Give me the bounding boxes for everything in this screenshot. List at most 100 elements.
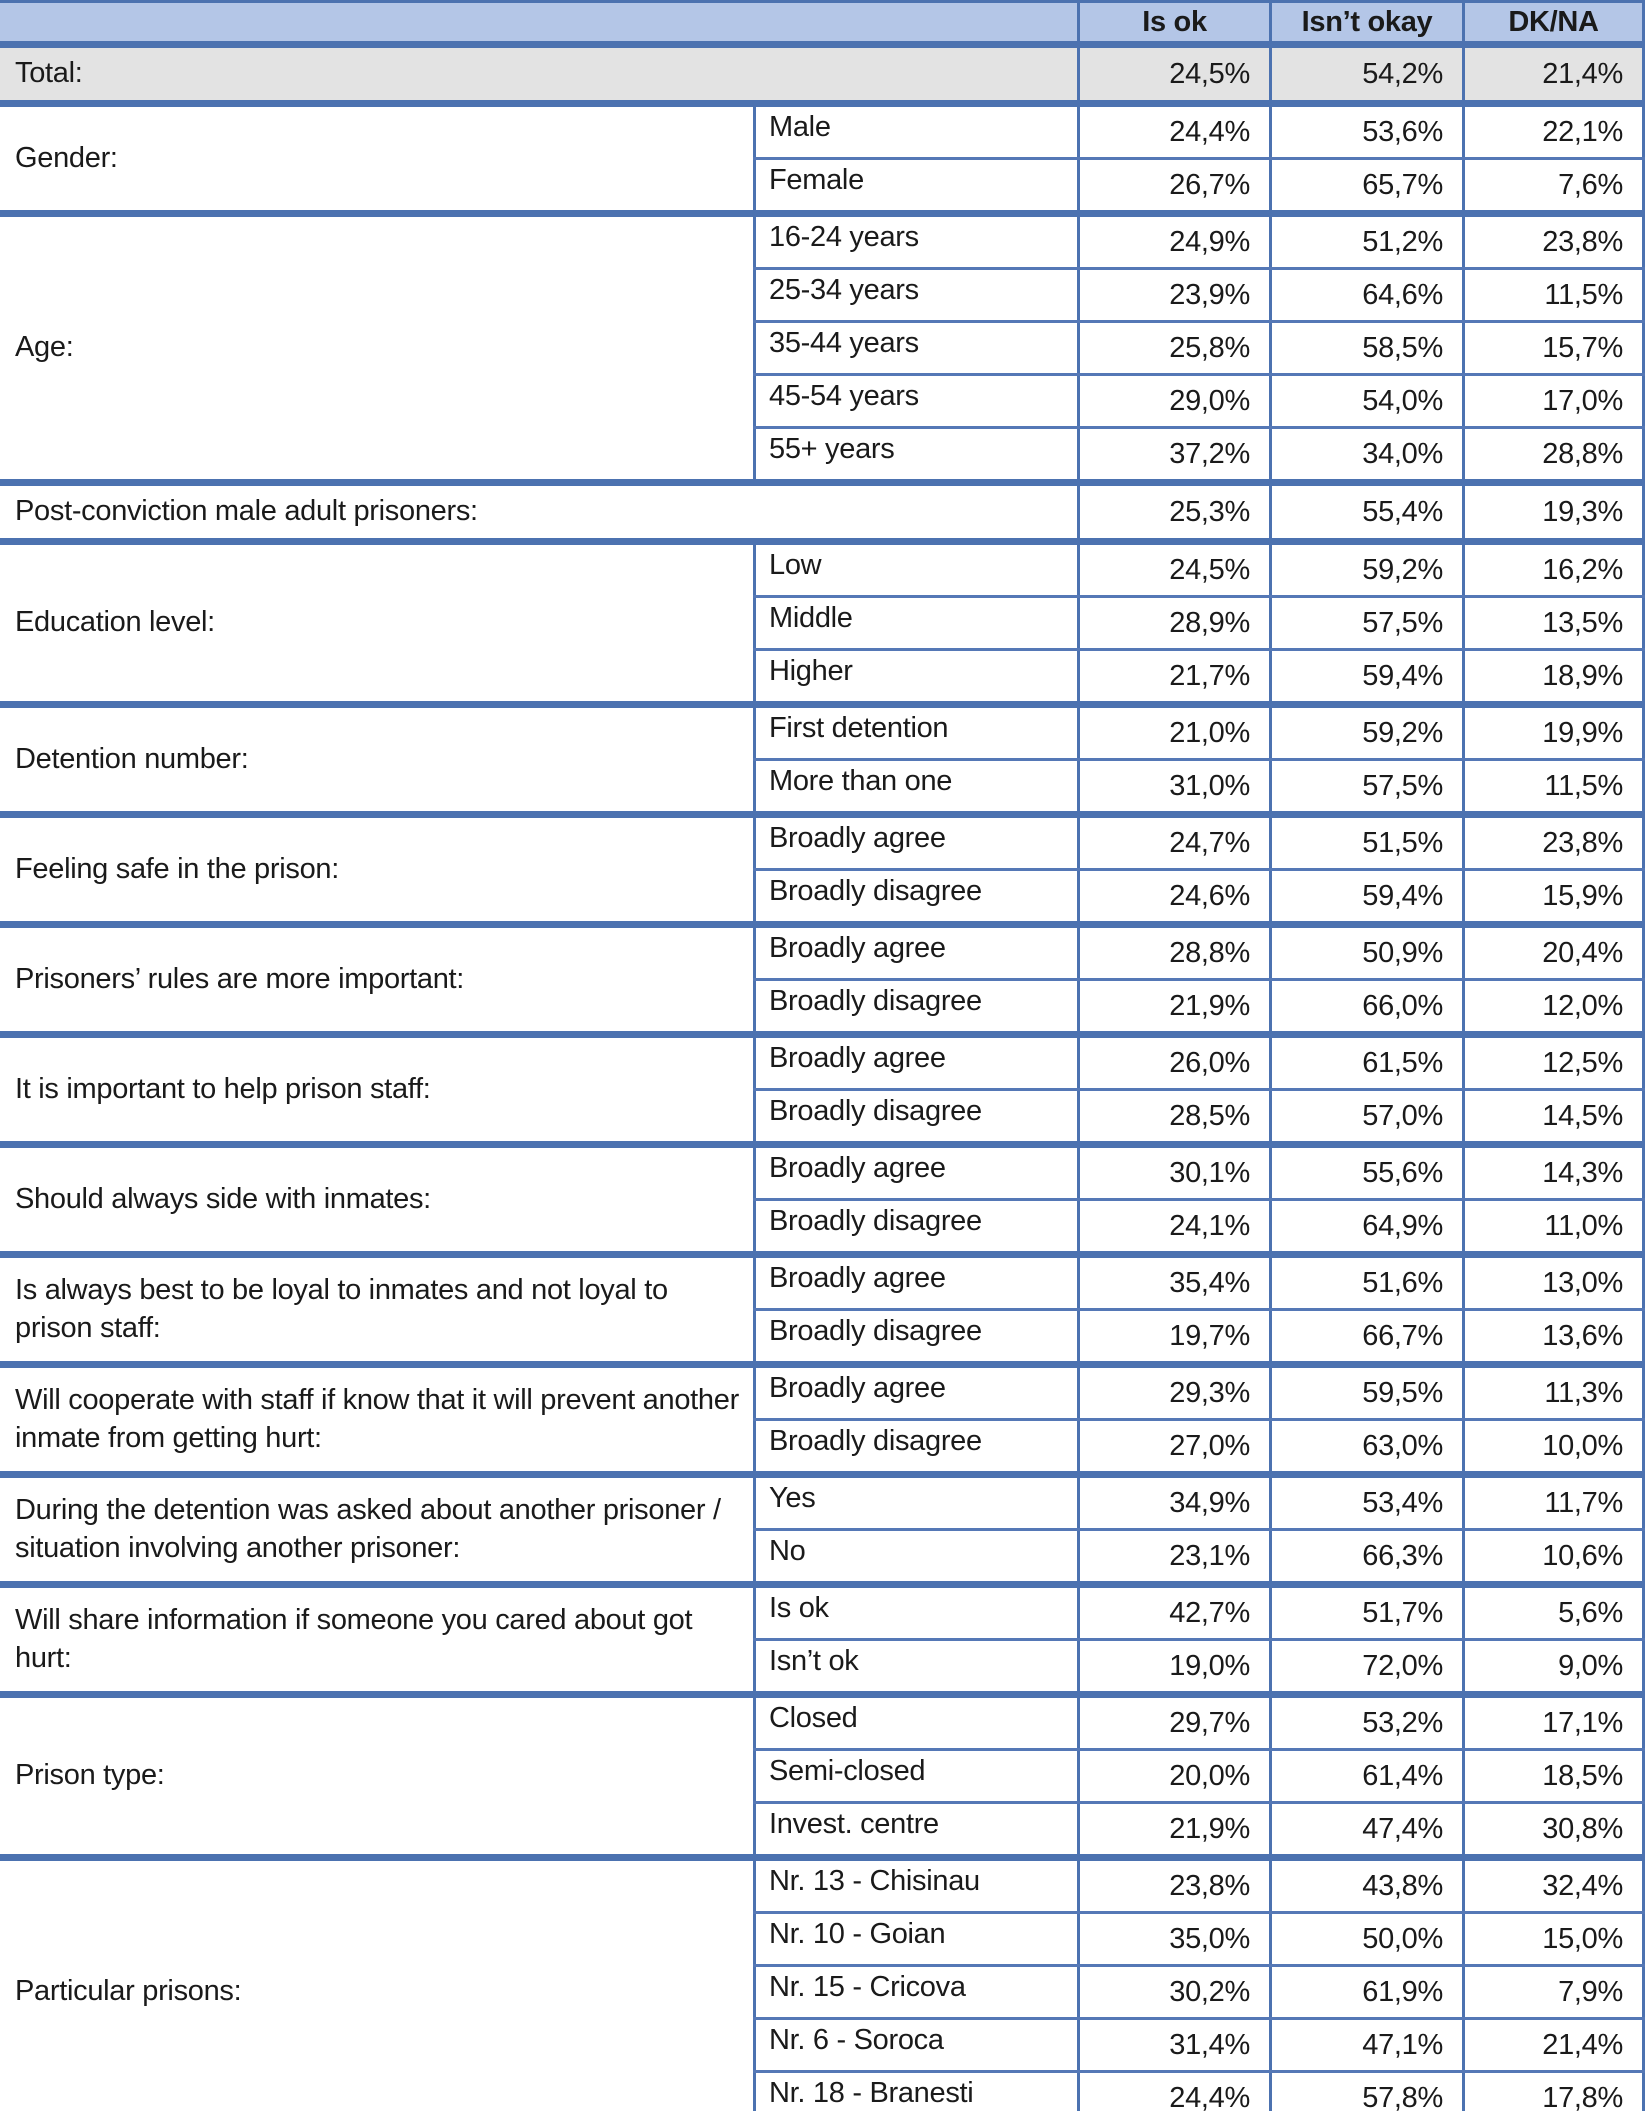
row-sublabel: Broadly agree xyxy=(753,1148,1077,1198)
table-row: Isn’t ok 19,0% 72,0% 9,0% xyxy=(753,1638,1645,1691)
row-sublabel: Broadly disagree xyxy=(753,1311,1077,1361)
value-cell-is-ok: 24,7% xyxy=(1077,818,1269,868)
value-cell-is-ok: 24,1% xyxy=(1077,1201,1269,1251)
table-row: Middle 28,9% 57,5% 13,5% xyxy=(753,595,1645,648)
value-cell-is-ok: 29,3% xyxy=(1077,1368,1269,1418)
value-cell-isnt-okay: 59,5% xyxy=(1269,1368,1462,1418)
group-rows: Broadly agree 24,7% 51,5% 23,8% Broadly disa… xyxy=(753,818,1645,921)
value-cell-isnt-okay: 43,8% xyxy=(1269,1861,1462,1911)
value-cell-dk-na: 11,7% xyxy=(1462,1478,1645,1528)
row-sublabel: More than one xyxy=(753,761,1077,811)
row-sublabel: Broadly agree xyxy=(753,928,1077,978)
table-row: Female 26,7% 65,7% 7,6% xyxy=(753,157,1645,210)
value-cell-dk-na: 28,8% xyxy=(1462,429,1645,479)
value-cell-dk-na: 10,0% xyxy=(1462,1421,1645,1471)
group-label: Prison type: xyxy=(15,1759,165,1792)
value-cell-isnt-okay: 59,2% xyxy=(1269,708,1462,758)
value-cell-isnt-okay: 63,0% xyxy=(1269,1421,1462,1471)
value-cell-isnt-okay: 57,5% xyxy=(1269,761,1462,811)
value-cell-isnt-okay: 66,0% xyxy=(1269,981,1462,1031)
table-row: First detention 21,0% 59,2% 19,9% xyxy=(753,708,1645,758)
value-cell-is-ok: 24,4% xyxy=(1077,107,1269,157)
row-sublabel: Yes xyxy=(753,1478,1077,1528)
value-cell-isnt-okay: 50,0% xyxy=(1269,1914,1462,1964)
row-sublabel: Female xyxy=(753,160,1077,210)
header-col-isnt-okay: Isn’t okay xyxy=(1269,3,1462,41)
table-group: During the detention was asked about ano… xyxy=(0,1478,1645,1581)
table-group: Total: 24,5% 54,2% 21,4% xyxy=(0,48,1645,100)
row-sublabel: Semi-closed xyxy=(753,1751,1077,1801)
table-group: Age: 16-24 years 24,9% 51,2% 23,8% 25-34 year… xyxy=(0,217,1645,479)
group-label: Should always side with inmates: xyxy=(15,1182,431,1215)
value-cell-isnt-okay: 66,3% xyxy=(1269,1531,1462,1581)
value-cell-is-ok: 23,1% xyxy=(1077,1531,1269,1581)
value-cell-isnt-okay: 53,6% xyxy=(1269,107,1462,157)
group-rows: First detention 21,0% 59,2% 19,9% More than … xyxy=(753,708,1645,811)
value-cell-isnt-okay: 50,9% xyxy=(1269,928,1462,978)
row-sublabel: Broadly disagree xyxy=(753,981,1077,1031)
table-group: Education level: Low 24,5% 59,2% 16,2% Middle… xyxy=(0,545,1645,701)
value-cell-dk-na: 23,8% xyxy=(1462,818,1645,868)
value-cell-isnt-okay: 59,4% xyxy=(1269,871,1462,921)
value-cell-isnt-okay: 61,9% xyxy=(1269,1967,1462,2017)
value-cell-dk-na: 13,0% xyxy=(1462,1258,1645,1308)
value-cell-dk-na: 19,9% xyxy=(1462,708,1645,758)
row-sublabel: 45-54 years xyxy=(753,376,1077,426)
group-label: Gender: xyxy=(15,141,118,174)
value-cell-isnt-okay: 55,6% xyxy=(1269,1148,1462,1198)
value-cell-isnt-okay: 54,0% xyxy=(1269,376,1462,426)
table-row: Broadly disagree 21,9% 66,0% 12,0% xyxy=(753,978,1645,1031)
group-rows: Broadly agree 35,4% 51,6% 13,0% Broadly disa… xyxy=(753,1258,1645,1361)
group-divider xyxy=(0,1581,1645,1588)
table-row: Broadly disagree 19,7% 66,7% 13,6% xyxy=(753,1308,1645,1361)
value-cell-isnt-okay: 51,6% xyxy=(1269,1258,1462,1308)
value-cell-is-ok: 29,0% xyxy=(1077,376,1269,426)
table-row: Broadly disagree 24,1% 64,9% 11,0% xyxy=(753,1198,1645,1251)
value-cell-is-ok: 24,6% xyxy=(1077,871,1269,921)
value-cell-dk-na: 30,8% xyxy=(1462,1804,1645,1854)
row-sublabel: Middle xyxy=(753,598,1077,648)
table-group: Should always side with inmates: Broadly … xyxy=(0,1148,1645,1251)
row-sublabel: Broadly agree xyxy=(753,1368,1077,1418)
value-cell-isnt-okay: 57,8% xyxy=(1269,2073,1462,2111)
table-group: Will share information if someone you ca… xyxy=(0,1588,1645,1691)
value-cell-dk-na: 13,6% xyxy=(1462,1311,1645,1361)
table-row: Broadly disagree 28,5% 57,0% 14,5% xyxy=(753,1088,1645,1141)
row-sublabel: Broadly disagree xyxy=(753,871,1077,921)
group-label: Education level: xyxy=(15,606,215,639)
value-cell-dk-na: 16,2% xyxy=(1462,545,1645,595)
value-cell-dk-na: 15,0% xyxy=(1462,1914,1645,1964)
value-cell-is-ok: 21,0% xyxy=(1077,708,1269,758)
value-cell-isnt-okay: 59,2% xyxy=(1269,545,1462,595)
group-divider xyxy=(0,921,1645,928)
value-cell-isnt-okay: 57,0% xyxy=(1269,1091,1462,1141)
value-cell-isnt-okay: 72,0% xyxy=(1269,1641,1462,1691)
group-rows: Is ok 42,7% 51,7% 5,6% Isn’t ok 19,0% 72,0% 9,0… xyxy=(753,1588,1645,1691)
table-row: Low 24,5% 59,2% 16,2% xyxy=(753,545,1645,595)
group-label: Is always best to be loyal to inmates an… xyxy=(15,1274,668,1344)
value-cell-isnt-okay: 61,4% xyxy=(1269,1751,1462,1801)
value-cell-isnt-okay: 64,9% xyxy=(1269,1201,1462,1251)
table-group: Feeling safe in the prison: Broadly agree… xyxy=(0,818,1645,921)
value-cell-dk-na: 7,6% xyxy=(1462,160,1645,210)
value-cell-is-ok: 21,7% xyxy=(1077,651,1269,701)
value-cell-is-ok: 29,7% xyxy=(1077,1698,1269,1748)
value-cell-is-ok: 24,5% xyxy=(1077,48,1269,100)
value-cell-dk-na: 21,4% xyxy=(1462,48,1645,100)
group-rows: Male 24,4% 53,6% 22,1% Female 26,7% 65,7% 7,6% xyxy=(753,107,1645,210)
group-divider xyxy=(0,701,1645,708)
value-cell-isnt-okay: 64,6% xyxy=(1269,270,1462,320)
value-cell-isnt-okay: 59,4% xyxy=(1269,651,1462,701)
table-row: Nr. 18 - Branesti 24,4% 57,8% 17,8% xyxy=(753,2070,1645,2111)
value-cell-is-ok: 35,4% xyxy=(1077,1258,1269,1308)
group-rows: Low 24,5% 59,2% 16,2% Middle 28,9% 57,5% 13,5% H… xyxy=(753,545,1645,701)
group-rows: 16-24 years 24,9% 51,2% 23,8% 25-34 years 23,… xyxy=(753,217,1645,479)
value-cell-dk-na: 11,5% xyxy=(1462,761,1645,811)
row-sublabel: No xyxy=(753,1531,1077,1581)
group-rows: Broadly agree 26,0% 61,5% 12,5% Broadly disa… xyxy=(753,1038,1645,1141)
table-row: More than one 31,0% 57,5% 11,5% xyxy=(753,758,1645,811)
value-cell-dk-na: 10,6% xyxy=(1462,1531,1645,1581)
group-label: Will share information if someone you ca… xyxy=(15,1604,693,1674)
value-cell-dk-na: 17,0% xyxy=(1462,376,1645,426)
table-row: Nr. 13 - Chisinau 23,8% 43,8% 32,4% xyxy=(753,1861,1645,1911)
